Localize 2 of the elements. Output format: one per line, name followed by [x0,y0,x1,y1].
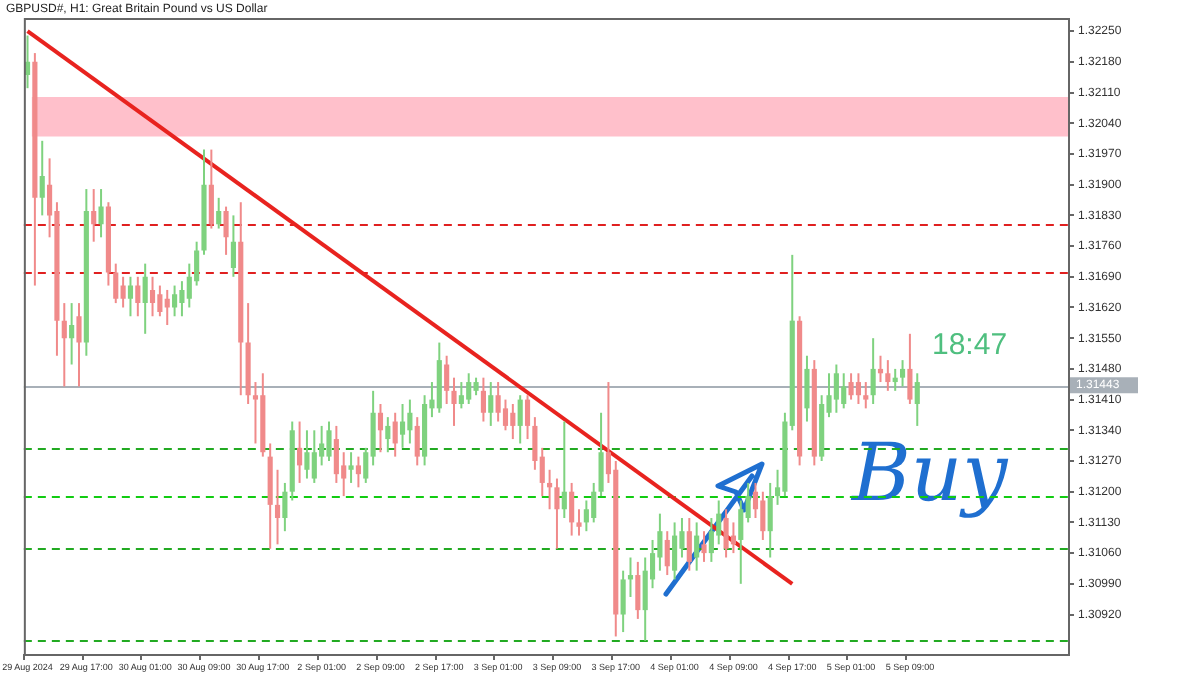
annotation: 18:47 [932,328,1008,362]
annotation: Buy [852,428,1008,520]
